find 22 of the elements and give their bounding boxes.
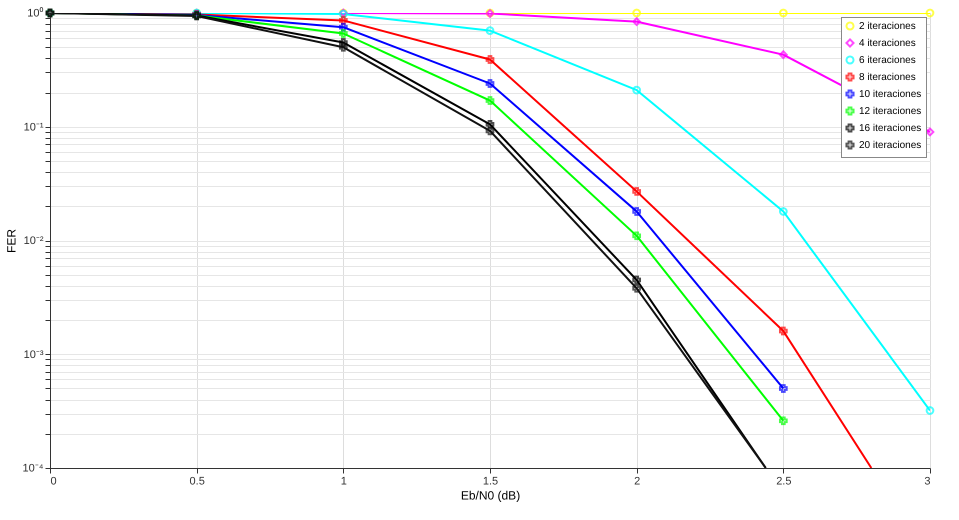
x-tick-label: 1 [340, 476, 347, 488]
x-axis-title: Eb/N0 (dB) [460, 488, 520, 502]
y-tick-label: 10⁻³ [24, 348, 44, 361]
legend-label: 20 iteraciones [859, 140, 922, 151]
y-tick-label: 10⁻² [24, 235, 44, 247]
y-tick-label: 10⁻⁴ [22, 462, 44, 474]
legend-label: 10 iteraciones [859, 89, 922, 100]
legend-label: 2 iteraciones [859, 21, 916, 32]
legend-label: 4 iteraciones [859, 38, 916, 49]
x-tick-label: 2.5 [776, 476, 792, 488]
x-tick-label: 3 [924, 476, 930, 488]
x-tick-label: 0 [50, 476, 57, 488]
legend-label: 12 iteraciones [859, 106, 922, 117]
y-tick-label: 10⁰ [27, 6, 44, 20]
legend-label: 6 iteraciones [859, 55, 916, 66]
x-tick-label: 1.5 [482, 476, 498, 488]
legend-label: 8 iteraciones [859, 72, 916, 83]
x-tick-label: 0.5 [190, 476, 205, 488]
legend-label: 16 iteraciones [859, 123, 922, 134]
y-axis-title: FER [4, 228, 19, 253]
y-tick-label: 10⁻¹ [24, 121, 44, 134]
x-tick-label: 2 [634, 476, 640, 488]
